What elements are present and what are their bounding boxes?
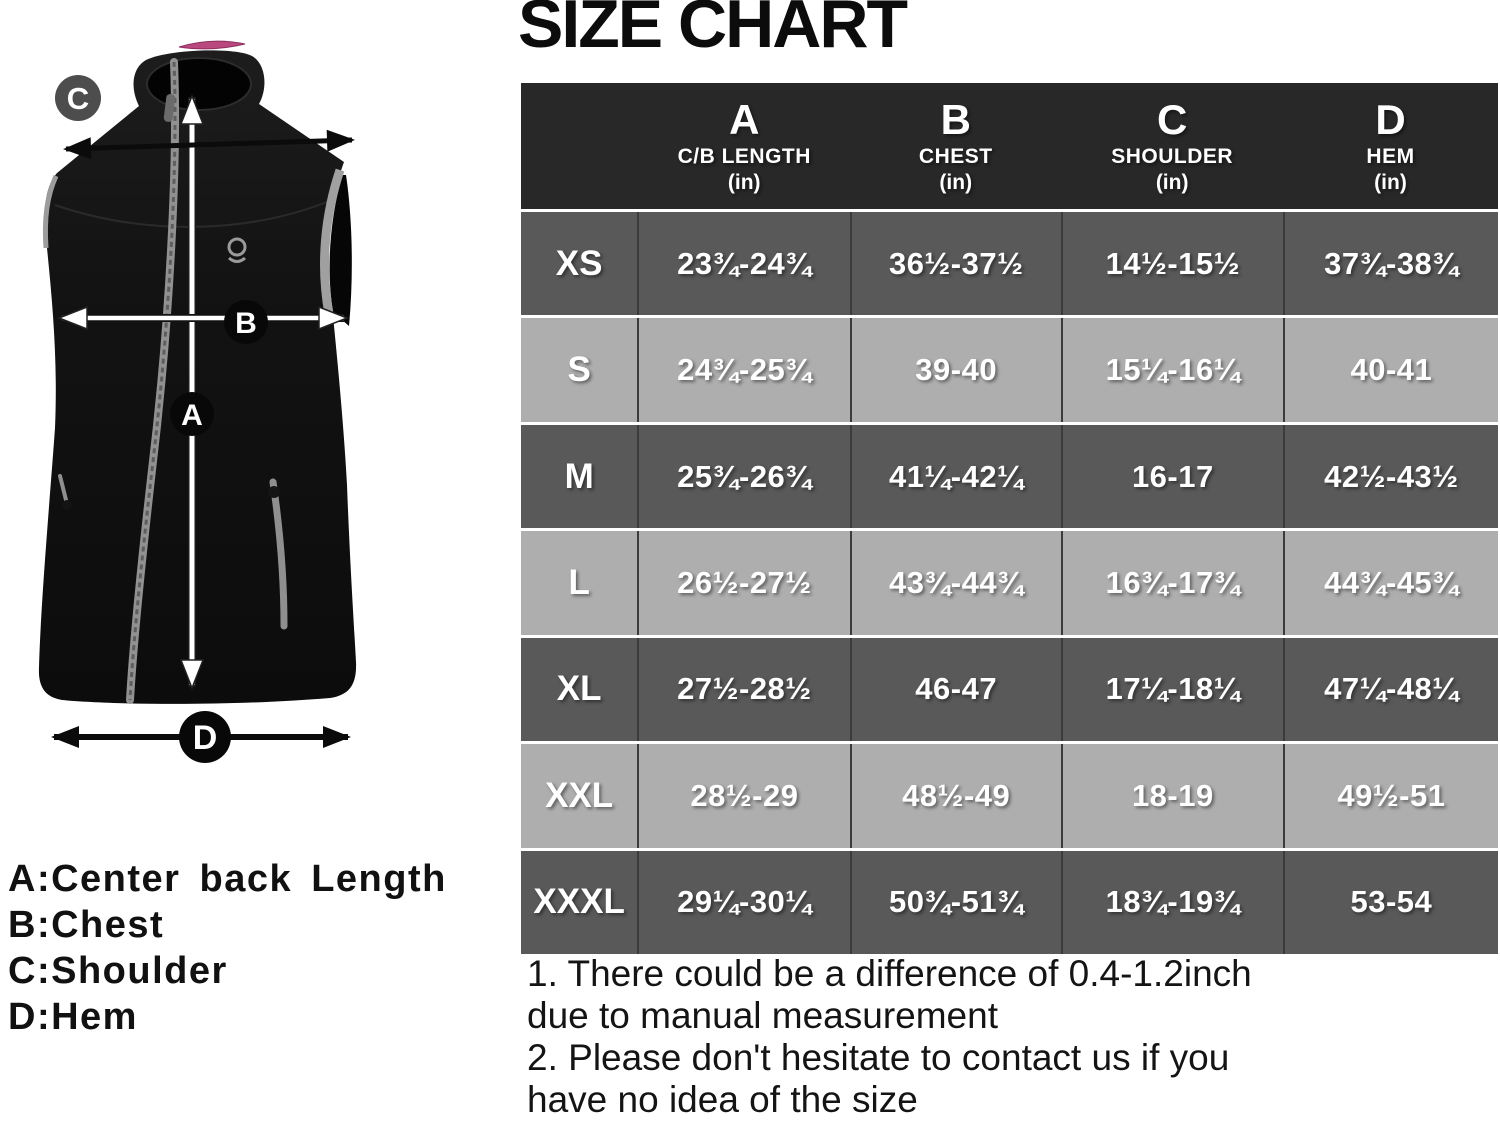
size-label: M <box>564 456 594 496</box>
cell-hem: 47¼-48¼ <box>1282 637 1498 742</box>
measurement-notes: 1. There could be a difference of 0.4-1.… <box>527 953 1497 1121</box>
legend-line-b: B:Chest <box>8 904 165 946</box>
cell-chest: 46-47 <box>849 637 1061 742</box>
cell-shoulder: 16¾-17¾ <box>1060 531 1283 635</box>
header-letter: D <box>1375 95 1406 143</box>
cell-shoulder: 16-17 <box>1060 424 1283 529</box>
size-label: XXL <box>545 775 614 815</box>
badge-a-label: A <box>181 399 203 432</box>
legend-line-c: C:Shoulder <box>8 950 228 992</box>
header-name: HEM <box>1366 144 1415 168</box>
pocket-zipper-pull <box>268 486 280 498</box>
left-pocket-pull-tab <box>62 500 72 510</box>
table-row-s: S 24¾-25¾ 39-40 15¼-16¼ 40-41 <box>521 315 1498 422</box>
note-line: 2. Please don't hesitate to contact us i… <box>527 1037 1230 1078</box>
table-row-xxxl: XXXL 29¼-30¼ 50¾-51¾ 18¾-19¾ 53-54 <box>521 847 1498 954</box>
armhole-opening <box>329 175 352 326</box>
header-col-b: B CHEST (in) <box>850 83 1061 209</box>
header-name: C/B LENGTH <box>677 144 811 168</box>
cell-shoulder: 15¼-16¼ <box>1060 318 1283 422</box>
measure-badge-c: C <box>55 75 101 121</box>
header-unit: (in) <box>1155 170 1189 194</box>
legend-line-a: A:Center back Length <box>8 858 447 900</box>
cell-hem: 49½-51 <box>1282 744 1498 848</box>
cell-chest: 48½-49 <box>849 744 1061 848</box>
armhole-piping <box>320 168 345 315</box>
cell-hem: 53-54 <box>1282 850 1498 954</box>
header-name: CHEST <box>918 144 993 168</box>
zipper-pull <box>163 93 176 122</box>
cell-cb-length: 23¾-24¾ <box>637 212 849 316</box>
pocket-zipper <box>269 478 288 630</box>
cell-hem: 40-41 <box>1282 318 1498 422</box>
cell-cb-length: 29¼-30¼ <box>637 850 849 954</box>
cell-shoulder: 18¾-19¾ <box>1060 850 1283 954</box>
cell-hem: 37¾-38¾ <box>1282 212 1498 316</box>
cell-cb-length: 24¾-25¾ <box>637 318 849 422</box>
header-col-a: A C/B LENGTH (in) <box>638 83 850 209</box>
badge-c-label: C <box>67 81 89 116</box>
note-line: have no idea of the size <box>527 1079 918 1120</box>
cell-shoulder: 18-19 <box>1060 744 1283 848</box>
cell-chest: 36½-37½ <box>849 212 1061 316</box>
measure-arrow-c <box>63 129 355 160</box>
header-col-c: C SHOULDER (in) <box>1061 83 1283 209</box>
cell-cb-length: 27½-28½ <box>637 637 849 742</box>
header-letter: B <box>940 95 971 143</box>
page-title: SIZE CHART <box>518 0 908 62</box>
note-line: due to manual measurement <box>527 995 998 1036</box>
header-letter: C <box>1156 95 1188 143</box>
measurement-legend: A:Center back Length B:Chest C:Shoulder … <box>8 856 513 1040</box>
cell-hem: 44¾-45¾ <box>1282 531 1498 635</box>
collar-opening <box>146 57 252 111</box>
brand-logo-icon <box>227 237 247 263</box>
header-name: SHOULDER <box>1111 144 1234 168</box>
header-unit: (in) <box>1374 170 1407 194</box>
size-label: XXXL <box>533 882 625 922</box>
left-pocket-pull <box>58 474 68 502</box>
badge-d-label: D <box>193 719 218 757</box>
cell-cb-length: 28½-29 <box>637 744 849 848</box>
cell-shoulder: 14½-15½ <box>1060 212 1283 316</box>
left-edge-piping <box>42 174 59 249</box>
header-letter: A <box>729 95 760 143</box>
cell-chest: 39-40 <box>849 318 1061 422</box>
table-header-row: A C/B LENGTH (in) B CHEST (in) C SHOULDE… <box>521 83 1498 209</box>
size-label: S <box>567 350 591 390</box>
cell-shoulder: 17¼-18¼ <box>1060 637 1283 742</box>
table-row-xl: XL 27½-28½ 46-47 17¼-18¼ 47¼-48¼ <box>521 634 1498 742</box>
table-row-m: M 25¾-26¾ 41¼-42¼ 16-17 42½-43½ <box>521 421 1498 529</box>
table-row-xxl: XXL 28½-29 48½-49 18-19 49½-51 <box>521 741 1498 848</box>
header-size-cell <box>521 83 638 209</box>
note-line: 1. There could be a difference of 0.4-1.… <box>527 953 1252 994</box>
measure-badge-d: D <box>179 711 231 763</box>
cell-hem: 42½-43½ <box>1282 424 1498 529</box>
cell-cb-length: 26½-27½ <box>637 531 849 635</box>
measure-badge-b: B <box>224 300 268 344</box>
table-row-xs: XS 23¾-24¾ 36½-37½ 14½-15½ 37¾-38¾ <box>521 209 1498 316</box>
header-unit: (in) <box>727 170 761 194</box>
pink-collar-accent <box>178 40 246 50</box>
cell-chest: 50¾-51¾ <box>849 850 1061 954</box>
measure-badge-a: A <box>170 392 214 436</box>
header-unit: (in) <box>939 170 973 194</box>
size-label: XS <box>555 243 603 283</box>
vest-diagram-svg: C B A D <box>38 40 357 763</box>
cell-cb-length: 25¾-26¾ <box>637 424 849 529</box>
size-table: A C/B LENGTH (in) B CHEST (in) C SHOULDE… <box>521 83 1498 954</box>
header-col-d: D HEM (in) <box>1283 83 1498 209</box>
size-label: L <box>568 562 590 602</box>
legend-line-d: D:Hem <box>8 996 138 1038</box>
vest-measurement-diagram: C B A D <box>0 0 500 800</box>
size-label: XL <box>556 669 602 709</box>
table-row-l: L 26½-27½ 43¾-44¾ 16¾-17¾ 44¾-45¾ <box>521 528 1498 635</box>
badge-b-label: B <box>235 307 257 340</box>
cell-chest: 41¼-42¼ <box>849 424 1061 529</box>
cell-chest: 43¾-44¾ <box>849 531 1061 635</box>
